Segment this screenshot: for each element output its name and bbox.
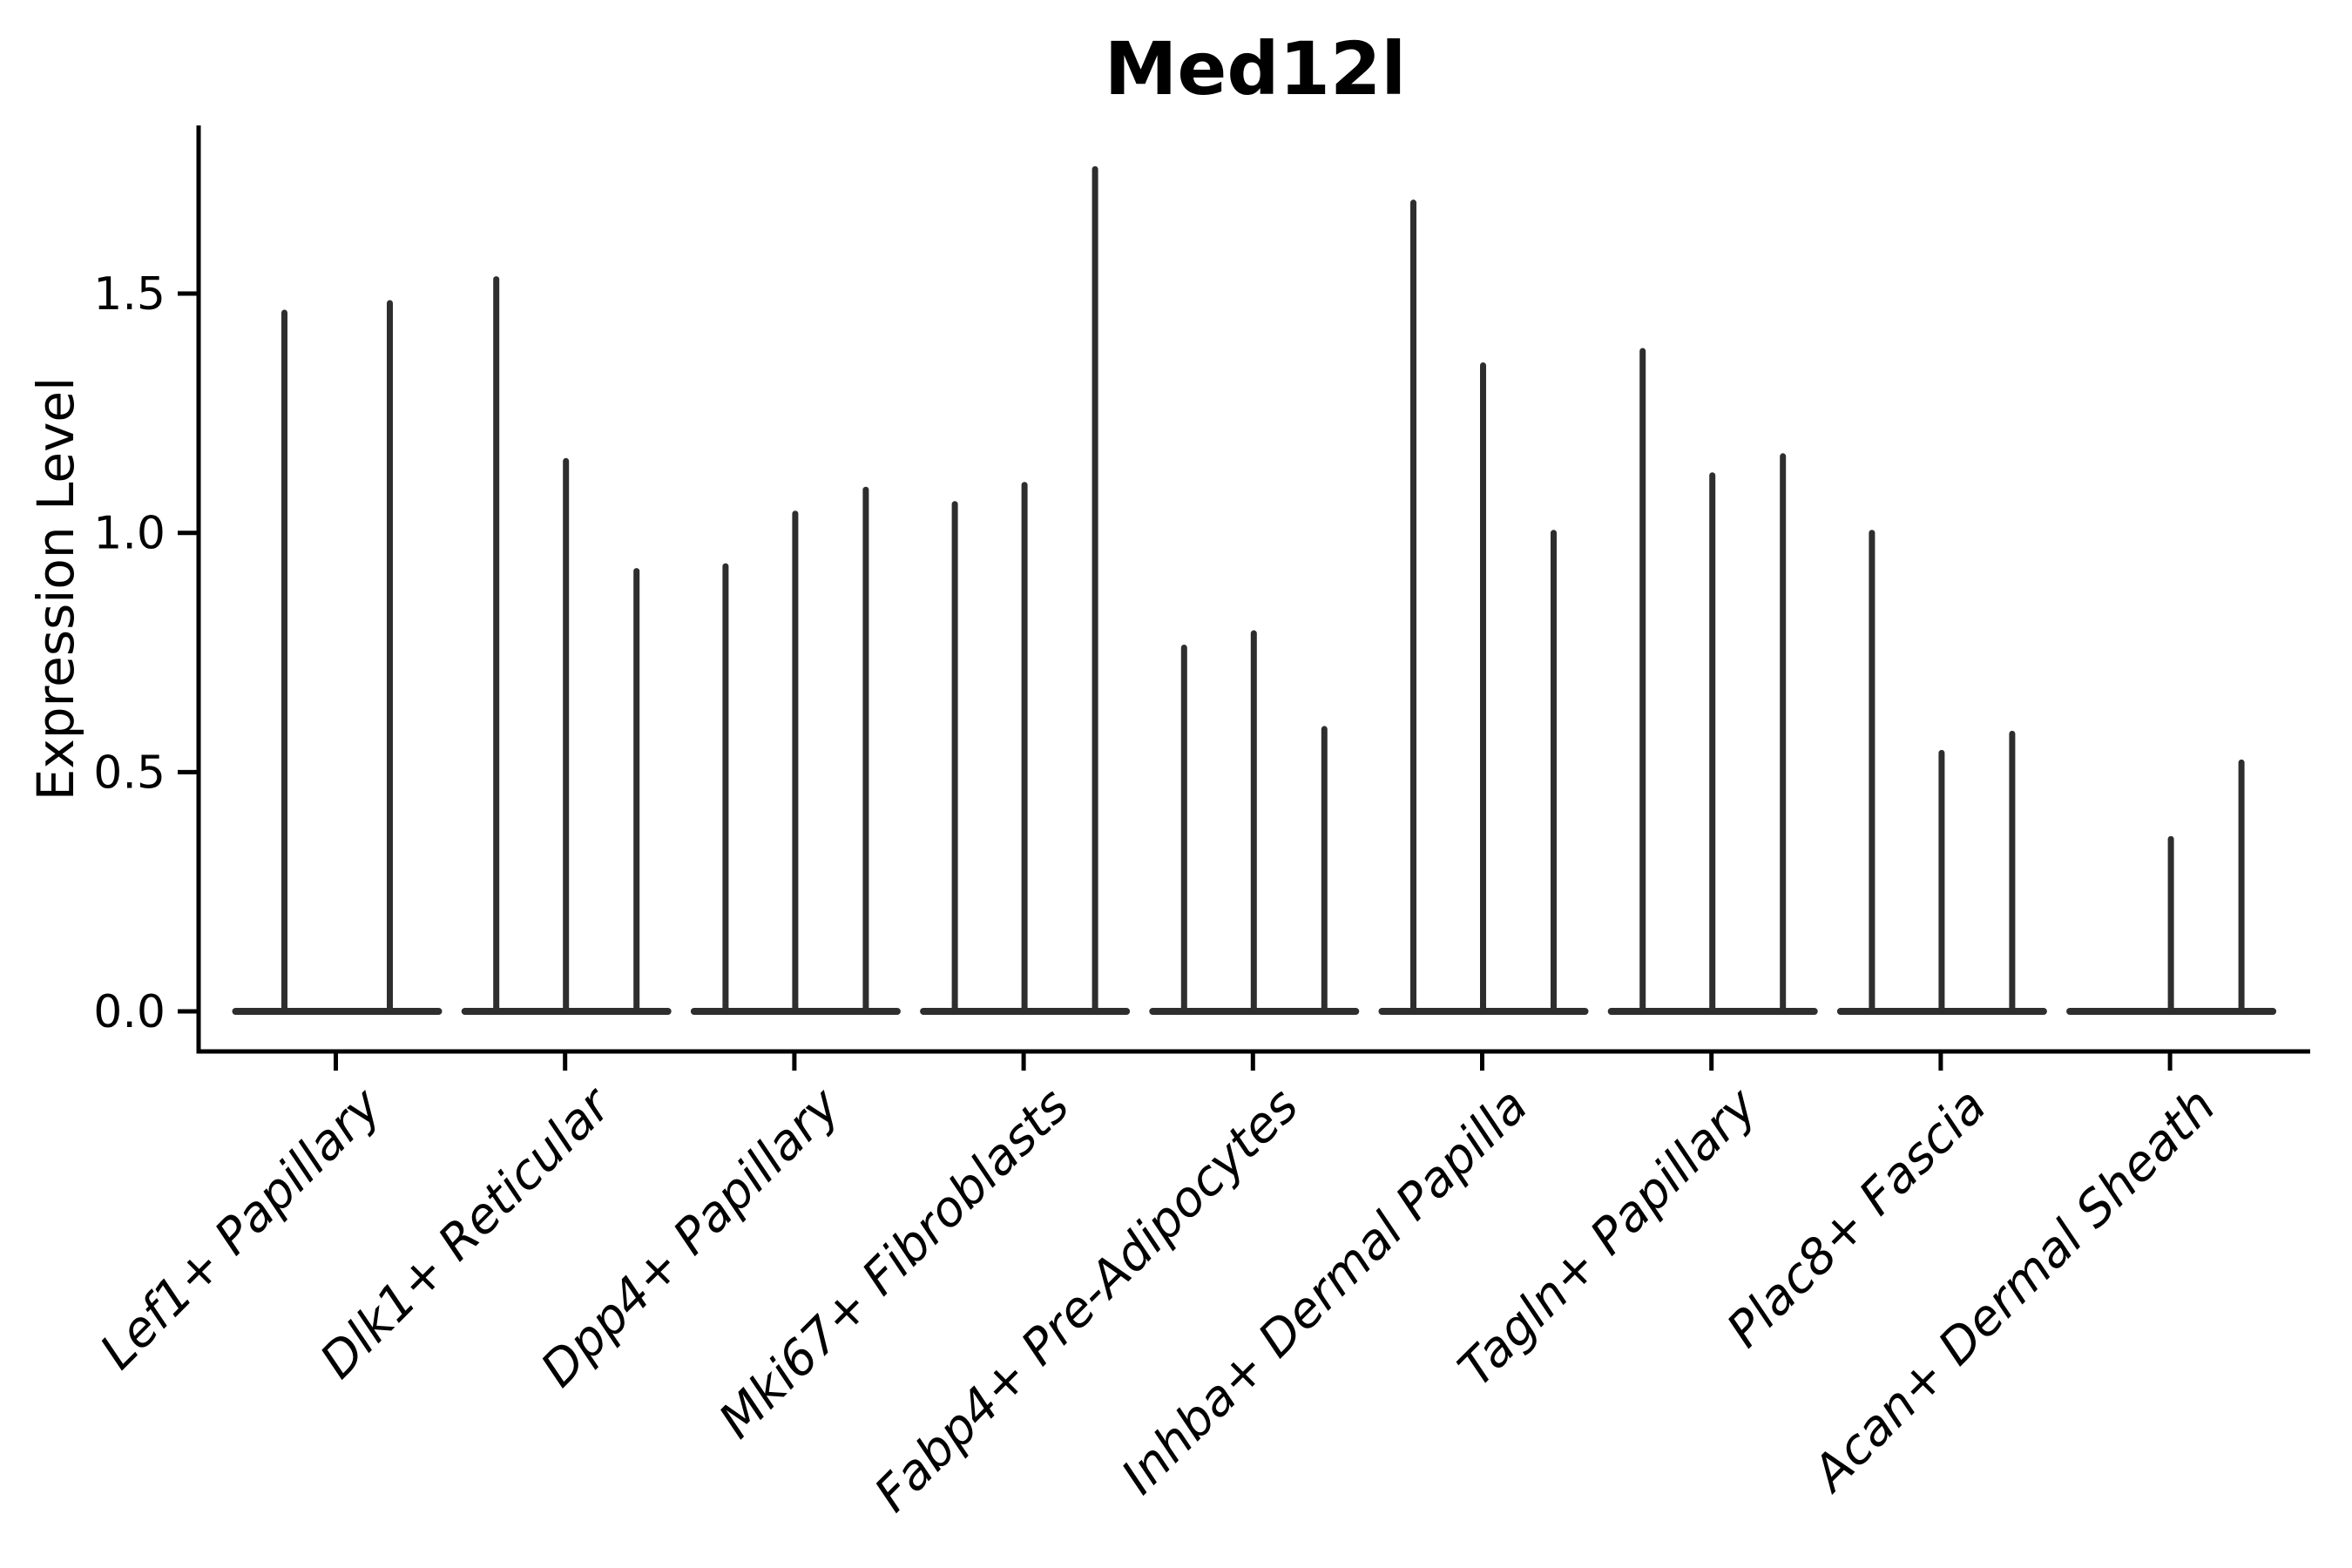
x-tick-label: Fabp4+ Pre-Adipocytes: [864, 1078, 1309, 1523]
chart-title: Med12l: [1104, 26, 1407, 112]
y-tick-label: 0.0: [93, 986, 166, 1038]
y-axis-label: Expression Level: [26, 376, 85, 801]
x-tick-label: Acan+ Dermal Sheath: [1801, 1078, 2227, 1504]
y-tick-label: 1.0: [93, 508, 166, 560]
x-tick-label: Inhba+ Dermal Papilla: [1111, 1078, 1538, 1505]
violin-base: [232, 1008, 443, 1015]
y-tick-label: 1.5: [93, 268, 166, 321]
y-tick-label: 0.5: [93, 747, 166, 799]
